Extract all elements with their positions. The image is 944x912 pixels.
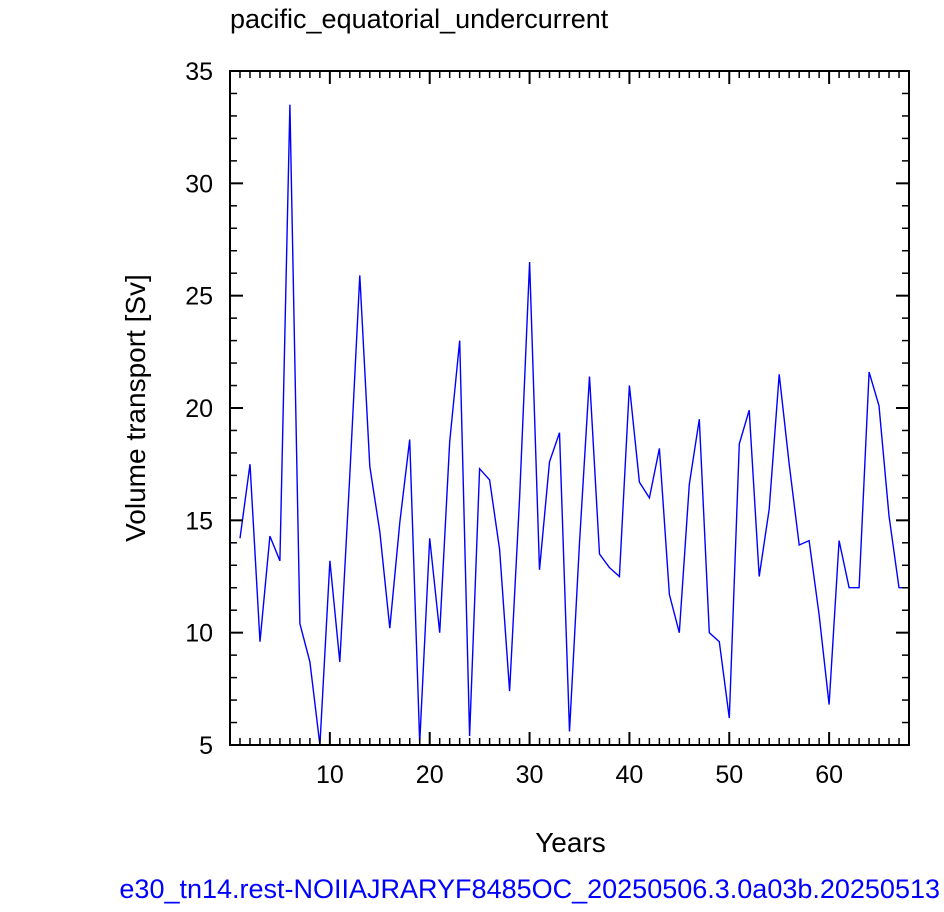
x-tick-label: 40 xyxy=(616,761,644,789)
x-tick-label: 20 xyxy=(416,761,444,789)
x-tick-label: 10 xyxy=(316,761,344,789)
plot-area xyxy=(239,104,909,746)
footer-run-id: e30_tn14.rest-NOIIAJRARYF8485OC_20250506… xyxy=(119,874,940,904)
data-series-line xyxy=(239,104,909,746)
y-axis-title: Volume transport [Sv] xyxy=(120,274,151,542)
chart-title: pacific_equatorial_undercurrent xyxy=(230,4,609,34)
y-tick-label: 15 xyxy=(185,507,213,535)
plot-frame xyxy=(229,70,910,746)
tick-labels: 10 20 30 40 50 60 5 10 15 20 25 30 35 xyxy=(185,58,843,789)
y-tick-label: 10 xyxy=(185,620,213,648)
y-tick-label: 25 xyxy=(185,283,213,311)
y-tick-label: 5 xyxy=(199,732,213,760)
y-tick-label: 30 xyxy=(185,170,213,198)
x-tick-label: 50 xyxy=(715,761,743,789)
axis-ticks xyxy=(229,70,910,746)
x-tick-label: 30 xyxy=(516,761,544,789)
x-tick-label: 60 xyxy=(815,761,843,789)
y-tick-label: 20 xyxy=(185,395,213,423)
y-tick-label: 35 xyxy=(185,58,213,86)
x-axis-title: Years xyxy=(535,827,606,858)
